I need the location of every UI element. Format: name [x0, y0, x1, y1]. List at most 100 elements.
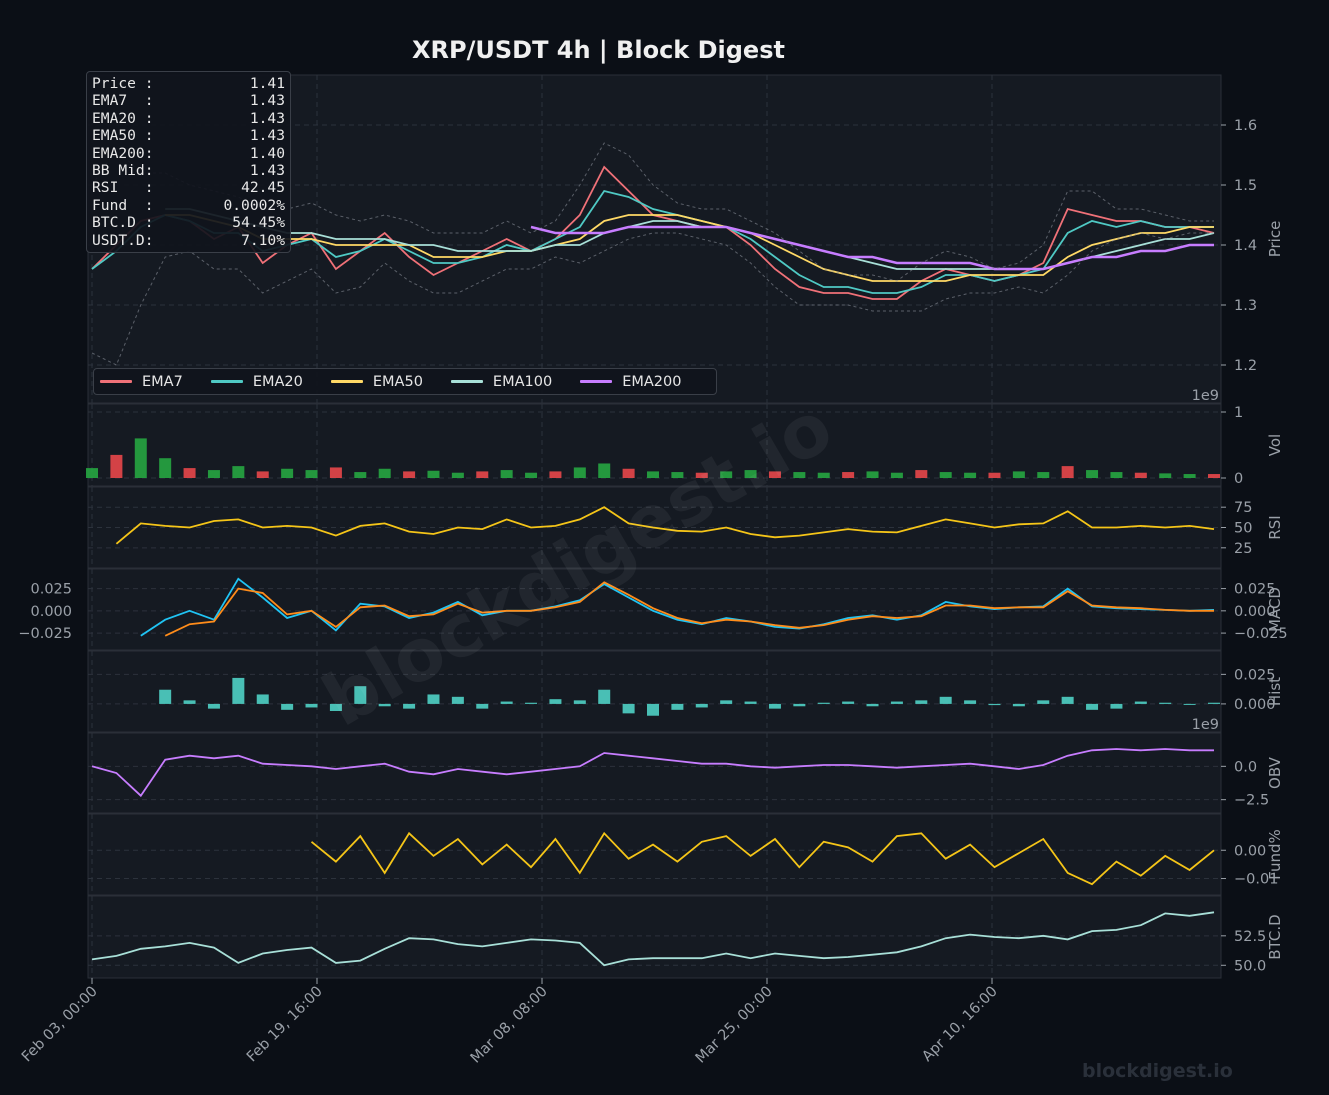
volume-bar — [134, 438, 147, 478]
hist-bar — [988, 703, 1001, 706]
volume-bar — [86, 468, 98, 478]
legend-item: EMA50 — [330, 374, 423, 390]
series-line — [310, 831, 1215, 886]
info-value: 1.41 — [249, 75, 285, 92]
x-tick-label: Feb 19, 16:00 — [244, 984, 326, 1066]
info-row: Price : 1.41 — [92, 75, 285, 92]
volume-bar — [110, 454, 123, 478]
y-axis-label: OBV — [1266, 756, 1284, 789]
y-tick-label: −0.01 — [1234, 872, 1278, 888]
hist-bar — [768, 703, 781, 709]
volume-bar — [305, 470, 318, 478]
volume-bar — [1061, 466, 1074, 478]
hist-bar — [744, 701, 757, 704]
info-value: 1.40 — [249, 144, 285, 162]
series-line — [91, 748, 1214, 798]
hist-bar — [354, 686, 367, 704]
legend-item: EMA100 — [450, 373, 553, 390]
hist-bar — [232, 677, 245, 704]
y-axis-label: Fund% — [1266, 829, 1284, 880]
volume-bar — [890, 472, 903, 478]
y-axis-label: Hist — [1266, 677, 1284, 706]
legend-label: EMA200 — [622, 373, 682, 390]
volume-bar — [744, 470, 757, 478]
info-label: BB Mid: — [92, 162, 154, 180]
legend-label: EMA100 — [492, 373, 553, 390]
hist-bar — [622, 703, 635, 714]
y-tick-label: 1.2 — [1234, 358, 1257, 374]
legend: EMA7 EMA20 EMA50 EMA100 EMA200 — [93, 368, 717, 395]
volume-bar — [1110, 472, 1123, 478]
hist-bar — [549, 699, 562, 704]
legend-item: EMA20 — [210, 374, 303, 390]
y-tick-label: 1.6 — [1234, 118, 1257, 134]
info-value: 7.10% — [241, 231, 285, 249]
y-axis-label: BTC.D — [1266, 914, 1284, 959]
volume-bar — [647, 471, 659, 478]
y-tick-label: 25 — [1234, 541, 1252, 557]
scale-label: 1e9 — [1192, 717, 1219, 733]
legend-swatch — [580, 380, 613, 383]
legend-swatch — [330, 380, 363, 383]
hist-bar — [427, 694, 440, 704]
volume-bar — [964, 472, 977, 478]
volume-bar — [866, 471, 879, 478]
hist-bar — [378, 703, 391, 707]
volume-bar — [1037, 472, 1050, 478]
hist-bar — [964, 700, 977, 704]
y-tick-label: 1.4 — [1234, 238, 1257, 254]
hist-bar — [305, 703, 318, 708]
info-row: Fund : 0.0002% — [92, 197, 285, 214]
volume-bar — [720, 471, 733, 478]
hist-bar — [1037, 700, 1050, 704]
hist-bar — [403, 703, 416, 709]
hist-bar — [451, 696, 464, 704]
y-tick-label: 0.025 — [1234, 582, 1276, 598]
scale-label: 1e9 — [1192, 388, 1219, 404]
info-label: Price : — [92, 75, 154, 92]
volume-bar — [207, 470, 220, 478]
volume-bar — [256, 471, 269, 478]
info-label: RSI : — [92, 179, 154, 197]
series-line — [91, 232, 1214, 366]
volume-bar — [1086, 470, 1099, 478]
y-tick-label: −0.025 — [1234, 626, 1288, 642]
volume-bar — [671, 472, 684, 478]
info-row: EMA20 : 1.43 — [92, 110, 285, 127]
series-line — [530, 225, 1214, 271]
y-tick-label: 50.0 — [1234, 958, 1266, 974]
volume-bar — [500, 470, 513, 478]
info-label: Fund : — [92, 196, 154, 214]
y-tick-label: 75 — [1234, 500, 1252, 516]
x-tick-label: Mar 08, 08:00 — [468, 984, 551, 1067]
volume-bar — [281, 468, 294, 478]
y-tick-label: 50 — [1234, 521, 1252, 537]
volume-bar — [842, 472, 855, 478]
y-axis-label: MACD — [1266, 587, 1284, 632]
volume-bar — [476, 471, 489, 478]
hist-bar — [817, 702, 830, 704]
series-line — [115, 506, 1215, 545]
volume-bar — [695, 472, 708, 478]
hist-bar — [890, 701, 903, 704]
x-tick-label: Feb 03, 00:00 — [19, 984, 101, 1066]
hist-bar — [1012, 703, 1025, 707]
volume-bar — [573, 467, 586, 478]
hist-bar — [159, 689, 172, 704]
info-row: BB Mid: 1.43 — [92, 162, 285, 179]
y-tick-label: −0.025 — [18, 626, 72, 642]
info-value: 1.43 — [249, 92, 285, 110]
info-label: EMA50 : — [92, 127, 154, 145]
info-value: 1.43 — [249, 109, 285, 127]
info-row: BTC.D : 54.45% — [92, 214, 285, 231]
hist-bar — [1061, 696, 1074, 704]
volume-bar — [525, 472, 538, 478]
panel-background — [87, 650, 1222, 733]
hist-bar — [939, 696, 952, 704]
hist-bar — [1086, 703, 1099, 710]
legend-item: EMA200 — [580, 374, 681, 390]
info-row: EMA7 : 1.43 — [92, 92, 285, 109]
info-value: 42.45 — [241, 179, 285, 197]
y-tick-label: 0.0 — [1234, 759, 1257, 775]
